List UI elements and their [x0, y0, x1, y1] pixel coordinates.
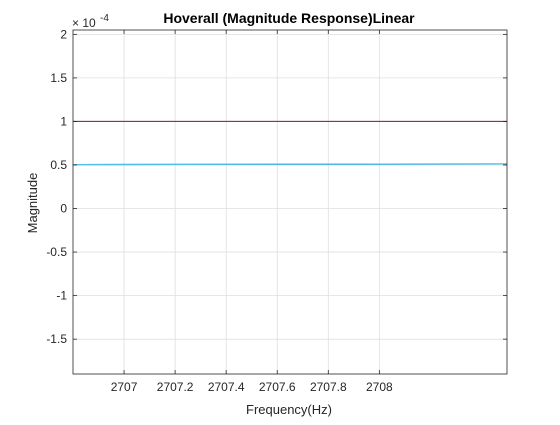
- chart-title: Hoverall (Magnitude Response)Linear: [163, 10, 415, 26]
- x-tick-label: 2708: [366, 380, 393, 394]
- y-tick-label: 0: [60, 202, 67, 216]
- x-tick-label: 2707.4: [208, 380, 245, 394]
- y-tick-label: 0.5: [50, 158, 67, 172]
- grid-layer: [73, 30, 507, 374]
- y-exponent-label: × 10 -4: [72, 13, 109, 30]
- x-tick-label: 2707.2: [157, 380, 194, 394]
- series-line-4: [73, 164, 507, 165]
- y-tick-label: -0.5: [46, 245, 67, 259]
- y-axis-label: Magnitude: [25, 173, 40, 234]
- y-exponent-base: × 10: [72, 16, 96, 30]
- series-layer: [73, 121, 507, 164]
- x-axis-label: Frequency(Hz): [246, 402, 332, 417]
- x-tick-label: 2707: [111, 380, 138, 394]
- x-tick-labels: 2707 2707.2 2707.4 2707.6 2707.8 2708: [111, 380, 393, 394]
- plot-area-frame: [73, 30, 507, 374]
- y-tick-label: -1: [56, 289, 67, 303]
- tick-marks: [73, 30, 507, 374]
- y-tick-label: 2: [60, 27, 67, 41]
- y-tick-label: 1.5: [50, 71, 67, 85]
- x-tick-label: 2707.6: [259, 380, 296, 394]
- x-tick-label: 2707.8: [310, 380, 347, 394]
- y-tick-label: -1.5: [46, 332, 67, 346]
- y-tick-labels: -1.5 -1 -0.5 0 0.5 1 1.5 2: [46, 27, 67, 346]
- y-tick-label: 1: [60, 114, 67, 128]
- y-exponent-power: -4: [100, 13, 109, 24]
